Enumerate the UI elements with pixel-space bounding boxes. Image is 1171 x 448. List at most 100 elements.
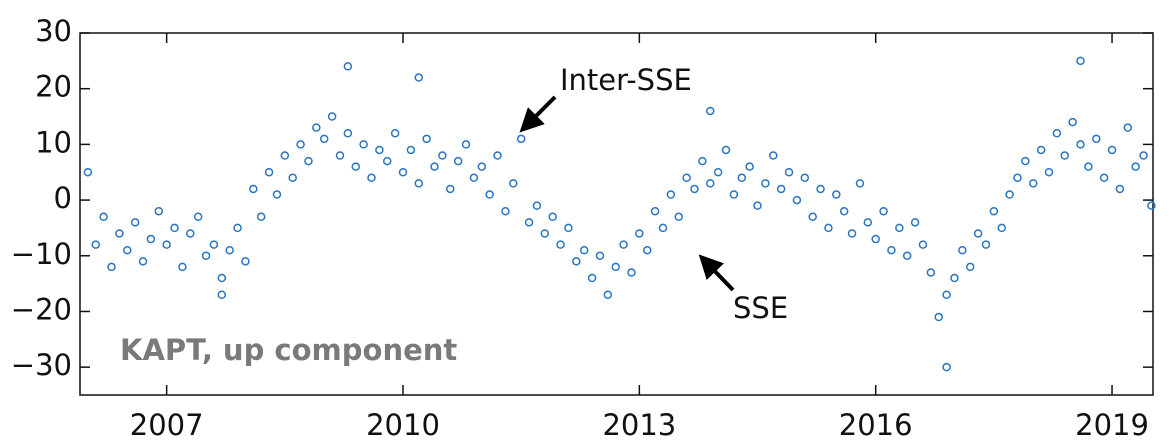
point bbox=[1029, 179, 1038, 188]
point bbox=[233, 223, 242, 233]
point bbox=[887, 245, 896, 255]
point bbox=[548, 212, 557, 222]
point bbox=[319, 134, 329, 144]
point bbox=[249, 184, 258, 194]
point bbox=[130, 218, 140, 227]
point bbox=[784, 167, 794, 177]
point bbox=[674, 212, 683, 222]
point bbox=[934, 312, 943, 322]
point bbox=[989, 206, 999, 216]
point bbox=[430, 162, 439, 171]
point bbox=[91, 240, 101, 249]
point bbox=[705, 179, 715, 188]
point bbox=[871, 234, 880, 244]
point bbox=[335, 151, 345, 160]
point bbox=[351, 162, 360, 171]
point bbox=[942, 290, 951, 300]
point bbox=[627, 268, 636, 277]
point bbox=[83, 167, 93, 177]
y-tick-label: −10 bbox=[11, 237, 72, 271]
point bbox=[469, 173, 479, 183]
point bbox=[997, 223, 1006, 233]
point bbox=[343, 128, 353, 138]
point bbox=[587, 273, 597, 283]
point bbox=[595, 251, 605, 261]
point bbox=[965, 262, 975, 272]
point bbox=[1060, 151, 1070, 160]
point bbox=[642, 245, 652, 255]
point bbox=[154, 206, 164, 216]
point bbox=[138, 257, 148, 266]
point bbox=[446, 184, 455, 194]
point bbox=[839, 206, 849, 216]
point bbox=[564, 223, 573, 233]
point bbox=[1139, 151, 1148, 160]
point bbox=[99, 212, 108, 222]
x-tick-label: 2016 bbox=[839, 408, 913, 442]
point bbox=[800, 173, 810, 183]
point bbox=[556, 240, 565, 249]
point bbox=[1115, 184, 1125, 194]
x-tick-label: 2010 bbox=[366, 408, 440, 442]
x-tick-label: 2007 bbox=[130, 408, 204, 442]
point bbox=[414, 179, 424, 188]
point bbox=[792, 195, 802, 205]
point bbox=[776, 184, 786, 194]
point bbox=[753, 201, 762, 210]
arrow bbox=[698, 254, 735, 292]
point bbox=[162, 240, 171, 249]
point bbox=[390, 128, 400, 138]
point bbox=[225, 245, 234, 255]
point bbox=[501, 206, 510, 216]
point bbox=[910, 218, 920, 227]
point bbox=[1021, 156, 1030, 166]
point bbox=[895, 223, 904, 233]
point bbox=[146, 234, 156, 244]
point bbox=[745, 162, 754, 171]
point bbox=[611, 262, 620, 272]
annotation: Inter-SSE bbox=[560, 63, 692, 97]
point bbox=[579, 245, 589, 255]
point bbox=[1076, 140, 1085, 149]
point bbox=[958, 245, 967, 255]
point bbox=[1076, 56, 1085, 66]
y-tick-label: −30 bbox=[11, 348, 72, 382]
point bbox=[288, 173, 297, 183]
y-tick-label: 20 bbox=[35, 70, 72, 104]
point bbox=[209, 240, 219, 249]
point bbox=[690, 184, 699, 194]
y-tick-label: −20 bbox=[11, 292, 72, 326]
point bbox=[1092, 134, 1101, 144]
point bbox=[524, 218, 534, 227]
point bbox=[855, 179, 865, 188]
point bbox=[367, 173, 376, 183]
point bbox=[761, 179, 770, 188]
point bbox=[343, 62, 353, 71]
point bbox=[713, 167, 723, 177]
point bbox=[1084, 162, 1093, 171]
points bbox=[83, 56, 1156, 372]
point bbox=[981, 240, 991, 249]
point bbox=[516, 134, 526, 144]
point bbox=[658, 223, 668, 233]
y-tick-label: 30 bbox=[35, 14, 72, 48]
point bbox=[170, 223, 179, 233]
point bbox=[863, 218, 873, 227]
y-tick-label: 0 bbox=[54, 181, 72, 215]
point bbox=[666, 190, 676, 199]
point bbox=[619, 240, 628, 249]
point bbox=[721, 145, 731, 155]
point bbox=[406, 145, 416, 155]
point bbox=[312, 123, 321, 132]
y-tick-label: 10 bbox=[35, 125, 72, 159]
point bbox=[193, 212, 203, 222]
point bbox=[808, 212, 817, 222]
point bbox=[1147, 201, 1156, 210]
point bbox=[264, 167, 274, 177]
point bbox=[918, 240, 928, 249]
point bbox=[178, 262, 187, 272]
x-tick-label: 2013 bbox=[602, 408, 676, 442]
point bbox=[1036, 145, 1046, 155]
point bbox=[1013, 173, 1022, 183]
